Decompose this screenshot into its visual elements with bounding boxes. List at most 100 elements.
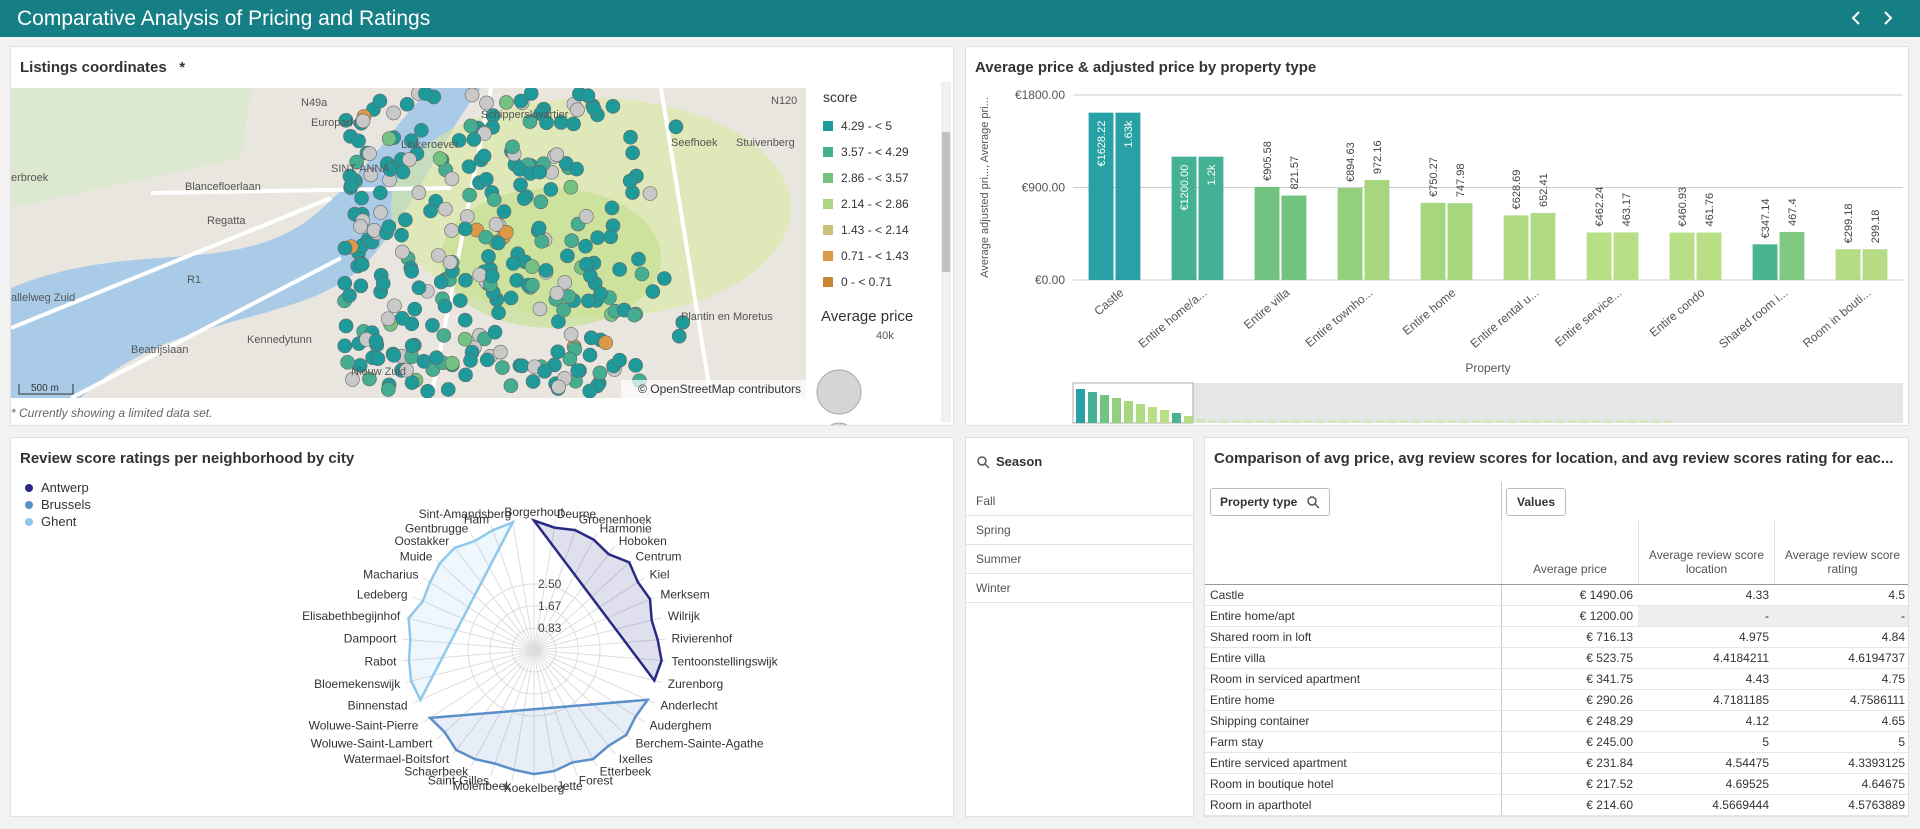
value-label: 467.4 <box>1787 198 1799 226</box>
y-tick-label: €0.00 <box>1035 273 1065 287</box>
category-label: Oostakker <box>395 534 450 548</box>
category-label: Rivierenhof <box>672 632 733 646</box>
listing-dot <box>368 333 384 349</box>
scroller-bar <box>1280 420 1289 423</box>
column-header[interactable]: Average price <box>1501 521 1638 584</box>
category-label: Schaerbeek <box>404 764 469 778</box>
table-cell: 4.43 <box>1638 669 1774 690</box>
map-title: Listings coordinates * <box>20 59 185 76</box>
column-header[interactable]: Average review score location <box>1638 521 1774 584</box>
listing-dot <box>387 298 402 314</box>
category-label: Macharius <box>363 568 418 582</box>
listing-dot <box>362 146 377 161</box>
listing-dot <box>337 275 353 291</box>
listing-dot <box>513 93 529 109</box>
prev-button[interactable] <box>1846 6 1866 30</box>
scroller-bar <box>1112 398 1121 423</box>
category-label: Etterbeek <box>600 764 652 778</box>
legend-label: 4.29 - < 5 <box>841 119 892 133</box>
listing-dot <box>569 161 584 177</box>
value-label: €460.93 <box>1677 187 1689 227</box>
listing-dot <box>525 277 540 293</box>
listing-dot <box>478 229 493 245</box>
scroller-bg <box>1073 383 1903 423</box>
listing-dot <box>580 88 596 103</box>
listing-dot <box>418 88 433 101</box>
place-label: Schipperskwartier <box>481 109 569 121</box>
scroller-bar <box>1100 395 1109 423</box>
scroller-bar <box>1244 420 1253 423</box>
category-label: Watermael-Boitsfort <box>344 752 450 766</box>
value-label: 652.41 <box>1538 173 1550 207</box>
category-label: Borgerhout <box>504 505 564 519</box>
scrollbar[interactable] <box>941 82 951 422</box>
x-tick-label: Entire home/a... <box>1136 286 1210 351</box>
legend-swatch <box>823 147 833 157</box>
listing-dot <box>675 315 691 330</box>
listing-dot <box>466 132 482 147</box>
bar <box>1171 156 1197 280</box>
scroller-bar <box>1172 413 1181 423</box>
listing-dot <box>557 275 573 290</box>
scroller-bar <box>1592 420 1601 423</box>
x-tick-label: Entire service... <box>1552 286 1624 350</box>
radar-chart: 0.83 1.67 2.50 Antwerp Brussels Ghent Borgerho… <box>25 480 779 795</box>
season-item[interactable]: Winter <box>966 574 1193 603</box>
listing-dot <box>431 248 446 263</box>
listing-dot <box>578 238 593 254</box>
next-button[interactable] <box>1878 6 1898 30</box>
listing-dot <box>386 105 401 121</box>
value-label: 461.76 <box>1704 193 1716 227</box>
dimension-button[interactable]: Property type <box>1210 488 1331 516</box>
table-cell: € 248.29 <box>1501 711 1638 732</box>
value-label: 972.16 <box>1372 140 1384 174</box>
table-cell: 4.4184211 <box>1638 648 1774 669</box>
listing-dot <box>457 331 473 347</box>
season-item[interactable]: Spring <box>966 516 1193 545</box>
listing-dot <box>337 240 353 256</box>
table-cell: € 716.13 <box>1501 627 1638 648</box>
category-label: Anderlecht <box>660 698 718 712</box>
scroller-bar <box>1304 420 1313 423</box>
listing-dot <box>505 256 521 271</box>
scroller-bar <box>1412 420 1421 423</box>
table-cell: Castle <box>1205 585 1501 606</box>
season-item[interactable]: Summer <box>966 545 1193 574</box>
listing-dot <box>634 266 650 282</box>
scroller-bar <box>1268 420 1277 423</box>
listing-dot <box>495 360 510 375</box>
listing-dot <box>380 311 396 327</box>
bar <box>1115 112 1141 280</box>
listing-dot <box>642 186 658 201</box>
scroller-bar <box>1136 404 1145 423</box>
listing-dot <box>460 209 475 224</box>
radial-grid <box>511 627 557 673</box>
map[interactable]: N49a Europark Linkeroever SINT-ANNA erbroek B… <box>11 88 806 398</box>
table-cell: Room in serviced apartment <box>1205 669 1501 690</box>
table-cell: Shipping container <box>1205 711 1501 732</box>
listing-dot <box>481 249 496 264</box>
season-item[interactable]: Fall <box>966 487 1193 516</box>
listing-dot <box>362 371 377 387</box>
place-label: Stuivenberg <box>736 137 795 149</box>
values-button[interactable]: Values <box>1506 488 1567 516</box>
value-label: €628.69 <box>1511 170 1523 210</box>
scroller-bar <box>1256 420 1265 423</box>
scroller-bar <box>1652 420 1661 423</box>
category-label: Elisabethbegijnhof <box>302 609 401 623</box>
r-tick-label: 1.67 <box>538 599 562 613</box>
listing-dot <box>570 102 585 118</box>
listing-dot <box>612 352 627 368</box>
listing-dot <box>477 331 492 347</box>
value-label: €894.63 <box>1345 142 1357 182</box>
listing-dot <box>340 354 355 370</box>
listing-dot <box>513 177 528 193</box>
table-cell: Entire home/apt <box>1205 606 1501 627</box>
legend-dot <box>25 484 33 492</box>
scroller-bar <box>1376 420 1385 423</box>
scroll-thumb[interactable] <box>942 132 950 272</box>
column-header[interactable]: Average review score rating <box>1774 521 1908 584</box>
legend-swatch <box>823 121 833 131</box>
table-cell: € 1200.00 <box>1501 606 1638 627</box>
